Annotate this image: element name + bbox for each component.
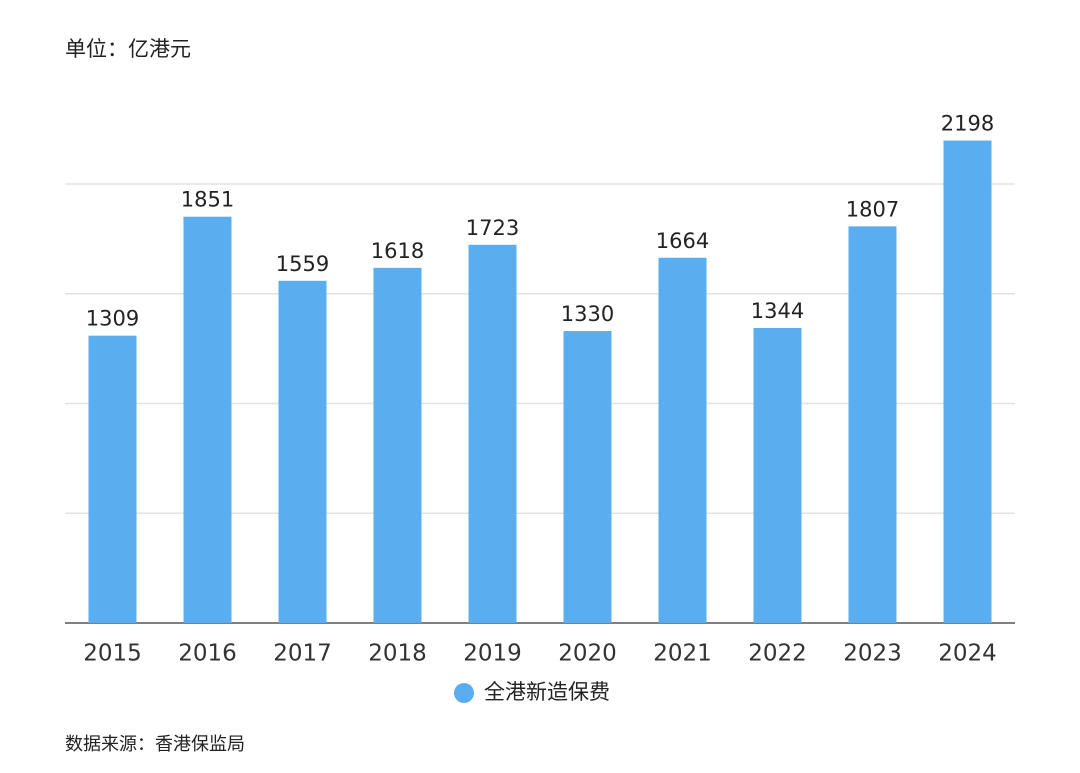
value-label: 1559 — [276, 252, 329, 276]
value-label: 1723 — [466, 216, 519, 240]
source: 数据来源：香港保监局 — [65, 734, 245, 755]
value-label: 1309 — [86, 307, 139, 331]
x-tick-label: 2019 — [463, 641, 522, 667]
value-label: 1330 — [561, 302, 614, 326]
x-tick-label: 2018 — [368, 641, 427, 667]
legend-marker — [454, 683, 474, 703]
value-label: 1344 — [751, 299, 804, 323]
bar — [563, 331, 612, 623]
bar — [468, 244, 517, 623]
x-tick-label: 2023 — [843, 641, 902, 667]
bar — [88, 335, 137, 623]
value-label: 1618 — [371, 239, 424, 263]
value-label: 2198 — [941, 112, 994, 136]
value-label: 1851 — [181, 188, 234, 212]
x-tick-label: 2020 — [558, 641, 617, 667]
value-label: 1807 — [846, 197, 899, 221]
x-tick-label: 2022 — [748, 641, 807, 667]
bar — [753, 327, 802, 623]
bar — [848, 226, 897, 623]
bar — [943, 140, 992, 623]
x-tick-label: 2017 — [273, 641, 332, 667]
bar — [278, 280, 327, 623]
bar — [658, 257, 707, 623]
legend-label: 全港新造保费 — [484, 680, 610, 704]
x-tick-label: 2016 — [178, 641, 237, 667]
x-tick-label: 2021 — [653, 641, 712, 667]
bar — [373, 267, 422, 623]
bar — [183, 216, 232, 623]
x-tick-label: 2015 — [83, 641, 142, 667]
unit-label: 单位：亿港元 — [65, 37, 191, 61]
value-label: 1664 — [656, 229, 709, 253]
x-tick-label: 2024 — [938, 641, 997, 667]
